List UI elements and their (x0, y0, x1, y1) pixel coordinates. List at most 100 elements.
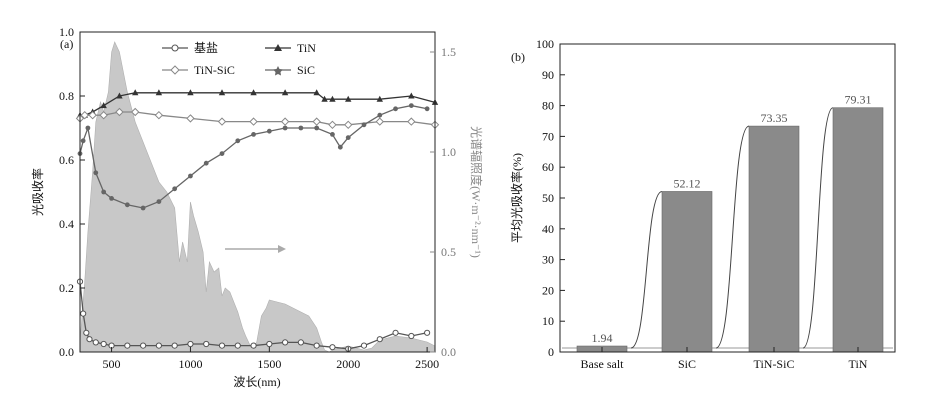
y2-tick-label: 1.0 (441, 145, 456, 159)
y-tick-label: 20 (542, 283, 554, 297)
data-point (85, 126, 90, 131)
data-point (125, 202, 130, 207)
data-point (393, 106, 398, 111)
bar-value-label: 1.94 (592, 331, 613, 345)
x-tick-label: 1000 (178, 357, 202, 371)
data-point (141, 206, 146, 211)
y-tick-label: 0.0 (59, 345, 74, 359)
bar-TiN (833, 108, 883, 352)
circle-marker-icon (172, 45, 178, 51)
data-point (377, 337, 382, 342)
data-point (377, 113, 382, 118)
legend-label: TiN-SiC (194, 63, 235, 77)
x-category-label: TiN-SiC (754, 357, 795, 371)
y-axis-ticks: 0.00.20.40.60.81.0 (59, 25, 85, 359)
data-point (314, 126, 319, 131)
y-tick-label: 90 (542, 68, 554, 82)
bar-value-label: 79.31 (845, 93, 872, 107)
data-point (393, 330, 398, 335)
y-tick-label: 100 (536, 37, 554, 51)
data-point (314, 343, 319, 348)
data-point (125, 343, 130, 348)
data-point (408, 118, 415, 125)
data-point (346, 135, 351, 140)
data-point (425, 330, 430, 335)
x-tick-label: 2500 (415, 357, 439, 371)
data-point (156, 199, 161, 204)
y2-axis-ticks: 0.00.51.01.5 (430, 45, 456, 359)
data-point (330, 132, 335, 137)
bar-value-label: 73.35 (761, 111, 788, 125)
star-marker-icon (273, 66, 283, 76)
y2-axis-label: 光谱辐照度(W·m⁻²·nm⁻¹) (469, 126, 484, 258)
chart-b: 1.9452.1273.3579.31 01020304050607080901… (509, 37, 895, 371)
data-point (330, 345, 335, 350)
data-point (188, 174, 193, 179)
data-point (155, 112, 162, 119)
x-tick-label: 1500 (257, 357, 281, 371)
data-point (283, 126, 288, 131)
data-point (204, 341, 209, 346)
trend-curve (716, 126, 749, 348)
panel-label-b: (b) (511, 50, 525, 64)
data-point (329, 121, 336, 128)
data-point (267, 129, 272, 134)
data-point (345, 121, 352, 128)
legend-item-base-salt: 基盐 (162, 41, 218, 55)
x-category-label: Base salt (581, 357, 625, 371)
data-point (187, 115, 194, 122)
data-point (81, 138, 86, 143)
x-category-label: TiN (849, 357, 868, 371)
data-point (235, 138, 240, 143)
data-point (93, 170, 98, 175)
trend-curve (631, 191, 662, 348)
data-point (361, 343, 366, 348)
y-tick-label: 0.4 (59, 217, 74, 231)
spectrum-area (80, 42, 435, 352)
data-point (219, 118, 226, 125)
data-point (204, 161, 209, 166)
y-tick-label: 10 (542, 314, 554, 328)
x-axis-label: 波长(nm) (233, 375, 280, 389)
data-point (250, 118, 257, 125)
data-point (87, 337, 92, 342)
legend-item-sic: SiC (265, 63, 315, 77)
data-point (267, 341, 272, 346)
legend: 基盐 TiN TiN-SiC SiC (162, 41, 316, 77)
y-axis-label: 光吸收率 (30, 168, 45, 216)
legend-item-tin: TiN (265, 41, 316, 55)
y2-tick-label: 1.5 (441, 45, 456, 59)
legend-item-tin-sic: TiN-SiC (162, 63, 235, 77)
data-point (338, 145, 343, 150)
y-axis-ticks-b: 0102030405060708090100 (536, 37, 565, 359)
data-point (298, 340, 303, 345)
y2-tick-label: 0.5 (441, 245, 456, 259)
data-point (251, 132, 256, 137)
y-tick-label: 0 (548, 345, 554, 359)
legend-label: 基盐 (194, 41, 218, 55)
data-point (376, 118, 383, 125)
legend-label: SiC (297, 63, 315, 77)
data-point (425, 106, 430, 111)
panel-label-a: (a) (60, 37, 73, 51)
x-category-label: SiC (678, 357, 696, 371)
bars: 1.9452.1273.3579.31 (577, 93, 883, 352)
data-point (220, 151, 225, 156)
data-point (188, 341, 193, 346)
data-point (156, 343, 161, 348)
bar-SiC (662, 191, 712, 352)
x-tick-label: 2000 (336, 357, 360, 371)
y-tick-label: 60 (542, 160, 554, 174)
data-point (172, 343, 177, 348)
y-tick-label: 0.2 (59, 281, 74, 295)
data-point (235, 343, 240, 348)
data-point (101, 341, 106, 346)
data-point (283, 340, 288, 345)
data-point (298, 126, 303, 131)
bar-TiN-SiC (749, 126, 799, 352)
data-point (93, 340, 98, 345)
data-point (84, 330, 89, 335)
spectrum-fill (80, 42, 435, 352)
data-point (81, 311, 86, 316)
